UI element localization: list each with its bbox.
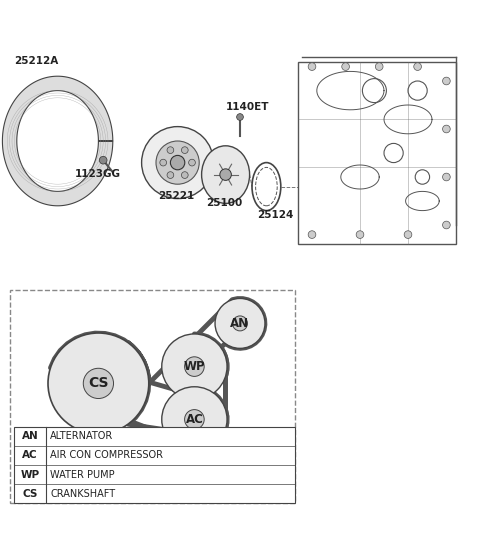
Text: AIR CON COMPRESSOR: AIR CON COMPRESSOR <box>50 450 163 460</box>
Circle shape <box>167 147 174 153</box>
Circle shape <box>404 231 412 239</box>
Text: 25124: 25124 <box>257 210 293 220</box>
Text: AC: AC <box>185 413 204 426</box>
Circle shape <box>170 156 185 170</box>
Text: WATER PUMP: WATER PUMP <box>50 470 115 479</box>
Circle shape <box>443 125 450 133</box>
Text: ALTERNATOR: ALTERNATOR <box>50 431 114 441</box>
Circle shape <box>356 231 364 239</box>
Bar <box>10 290 295 503</box>
Circle shape <box>375 63 383 70</box>
Circle shape <box>156 141 199 184</box>
Circle shape <box>215 299 265 348</box>
Text: 1123GG: 1123GG <box>74 169 120 179</box>
Text: 25221: 25221 <box>158 191 195 200</box>
Circle shape <box>185 410 204 429</box>
Text: AN: AN <box>230 317 250 330</box>
Circle shape <box>308 63 316 70</box>
Circle shape <box>308 231 316 239</box>
Text: AN: AN <box>22 431 38 441</box>
Text: 25212A: 25212A <box>14 56 59 66</box>
Circle shape <box>185 357 204 376</box>
Text: WP: WP <box>183 360 205 373</box>
Circle shape <box>181 147 188 153</box>
Circle shape <box>162 387 227 452</box>
Bar <box>298 62 456 244</box>
Circle shape <box>342 63 349 70</box>
Circle shape <box>443 173 450 181</box>
Circle shape <box>160 159 167 166</box>
Text: CS: CS <box>88 376 108 390</box>
Text: AC: AC <box>23 450 38 460</box>
Ellipse shape <box>202 146 250 204</box>
Circle shape <box>414 63 421 70</box>
Circle shape <box>99 156 107 164</box>
Text: CRANKSHAFT: CRANKSHAFT <box>50 489 116 499</box>
Text: 25100: 25100 <box>206 198 243 208</box>
Circle shape <box>48 333 149 434</box>
Circle shape <box>443 221 450 229</box>
Text: 1140ET: 1140ET <box>226 102 269 112</box>
Circle shape <box>237 114 243 120</box>
Circle shape <box>162 334 227 399</box>
Circle shape <box>232 316 248 331</box>
Text: CS: CS <box>23 489 38 499</box>
Circle shape <box>83 369 113 399</box>
PathPatch shape <box>2 76 113 206</box>
Circle shape <box>167 171 174 179</box>
Circle shape <box>142 127 214 199</box>
Circle shape <box>443 77 450 85</box>
Bar <box>14 426 295 503</box>
Text: WP: WP <box>21 470 40 479</box>
Circle shape <box>220 169 231 180</box>
Circle shape <box>189 159 195 166</box>
Circle shape <box>181 171 188 179</box>
